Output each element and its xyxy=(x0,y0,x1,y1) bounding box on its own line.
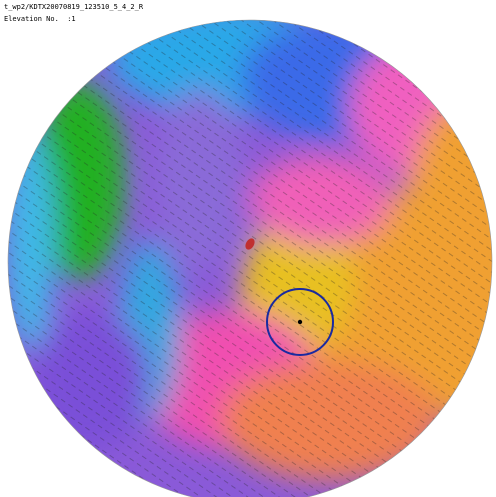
elevation-label: Elevation No. :1 xyxy=(4,15,76,23)
screen: {"header": {"title": "t_wp2/KDTX20070819… xyxy=(0,0,496,497)
page: html, body { margin: 0; padding: 0; back… xyxy=(0,0,496,497)
mesocyclone-center xyxy=(298,320,302,324)
radar-display xyxy=(0,0,496,497)
file-title: t_wp2/KDTX20070819_123510_5_4_2_R xyxy=(4,3,143,11)
